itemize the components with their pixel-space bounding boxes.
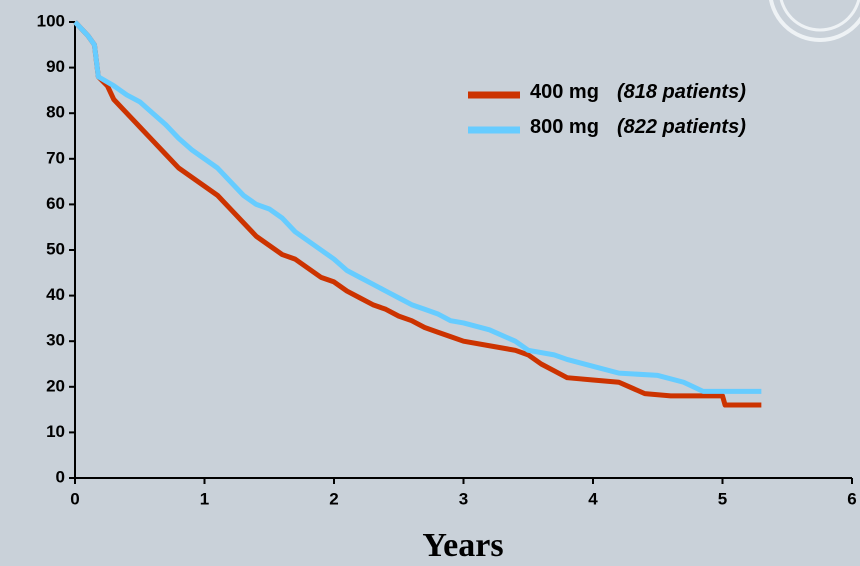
x-tick-label: 6 — [847, 489, 856, 508]
y-tick-label: 80 — [46, 103, 65, 122]
y-tick-label: 40 — [46, 285, 65, 304]
y-tick-label: 0 — [56, 467, 65, 486]
y-tick-label: 60 — [46, 194, 65, 213]
legend-name: 400 mg — [530, 81, 599, 103]
x-tick-label: 3 — [459, 489, 468, 508]
decoration — [779, 0, 860, 32]
y-tick-label: 90 — [46, 57, 65, 76]
legend-label: 400 mg (818 patients) — [530, 81, 746, 103]
x-tick-label: 2 — [329, 489, 338, 508]
series-line — [73, 20, 762, 394]
series-line — [73, 20, 762, 408]
y-tick-label: 20 — [46, 376, 65, 395]
legend-name: 800 mg — [530, 116, 599, 138]
x-tick-label: 0 — [70, 489, 79, 508]
x-tick-label: 1 — [200, 489, 209, 508]
legend-note: (822 patients) — [617, 116, 746, 138]
y-tick-label: 30 — [46, 331, 65, 350]
y-tick-label: 50 — [46, 239, 65, 258]
y-tick-label: 10 — [46, 422, 65, 441]
x-tick-label: 5 — [718, 489, 727, 508]
legend-label: 800 mg (822 patients) — [530, 116, 746, 138]
x-tick-label: 4 — [588, 489, 598, 508]
y-tick-label: 70 — [46, 148, 65, 167]
y-tick-label: 100 — [37, 11, 65, 30]
decoration — [768, 0, 860, 42]
x-axis-label: Years — [422, 527, 503, 564]
legend-note: (818 patients) — [617, 81, 746, 103]
